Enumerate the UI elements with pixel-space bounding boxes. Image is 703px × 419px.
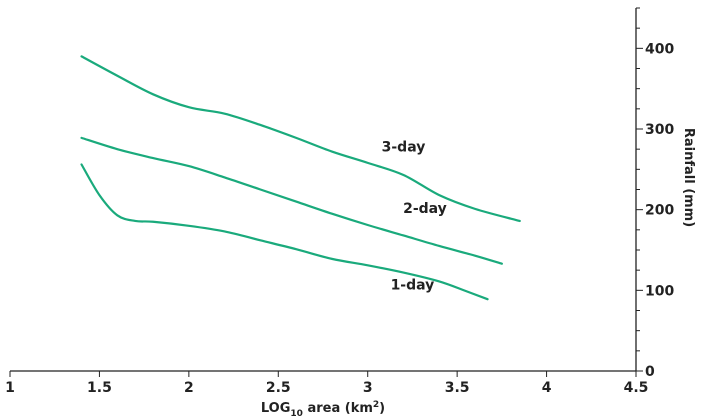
x-tick-label: 4 [542,380,552,396]
y-tick-label: 300 [645,122,674,138]
series-lines [80,55,521,301]
y-tick-label: 200 [645,203,674,219]
series-label-1-day: 1-day [391,278,435,294]
x-tick-label: 2 [184,380,194,396]
x-tick-label: 1 [5,380,15,396]
y-axis-title: Rainfall (mm) [681,128,696,227]
axes [10,8,637,372]
x-tick-label: 3 [363,380,373,396]
x-tick-label: 2.5 [266,380,291,396]
x-tick-label: 3.5 [445,380,470,396]
x-axis-ticks: 1 1.5 2 2.5 3 3.5 4 4.5 [5,371,648,396]
series-line-3-day [80,55,521,223]
x-tick-label: 4.5 [624,380,649,396]
x-tick-label: 1.5 [87,380,112,396]
y-axis-ticks: 0 100 200 300 400 [636,7,674,380]
series-label-2-day: 2-day [403,201,447,217]
series-label-3-day: 3-day [382,140,426,156]
series-line-2-day [80,136,503,265]
series-labels: 3-day 2-day 1-day [382,140,447,294]
series-line-1-day [80,163,489,301]
x-axis-title: LOG10 area (km2) [261,400,385,419]
y-tick-label: 400 [645,41,674,57]
y-tick-label: 0 [645,364,655,380]
y-tick-label: 100 [645,283,674,299]
